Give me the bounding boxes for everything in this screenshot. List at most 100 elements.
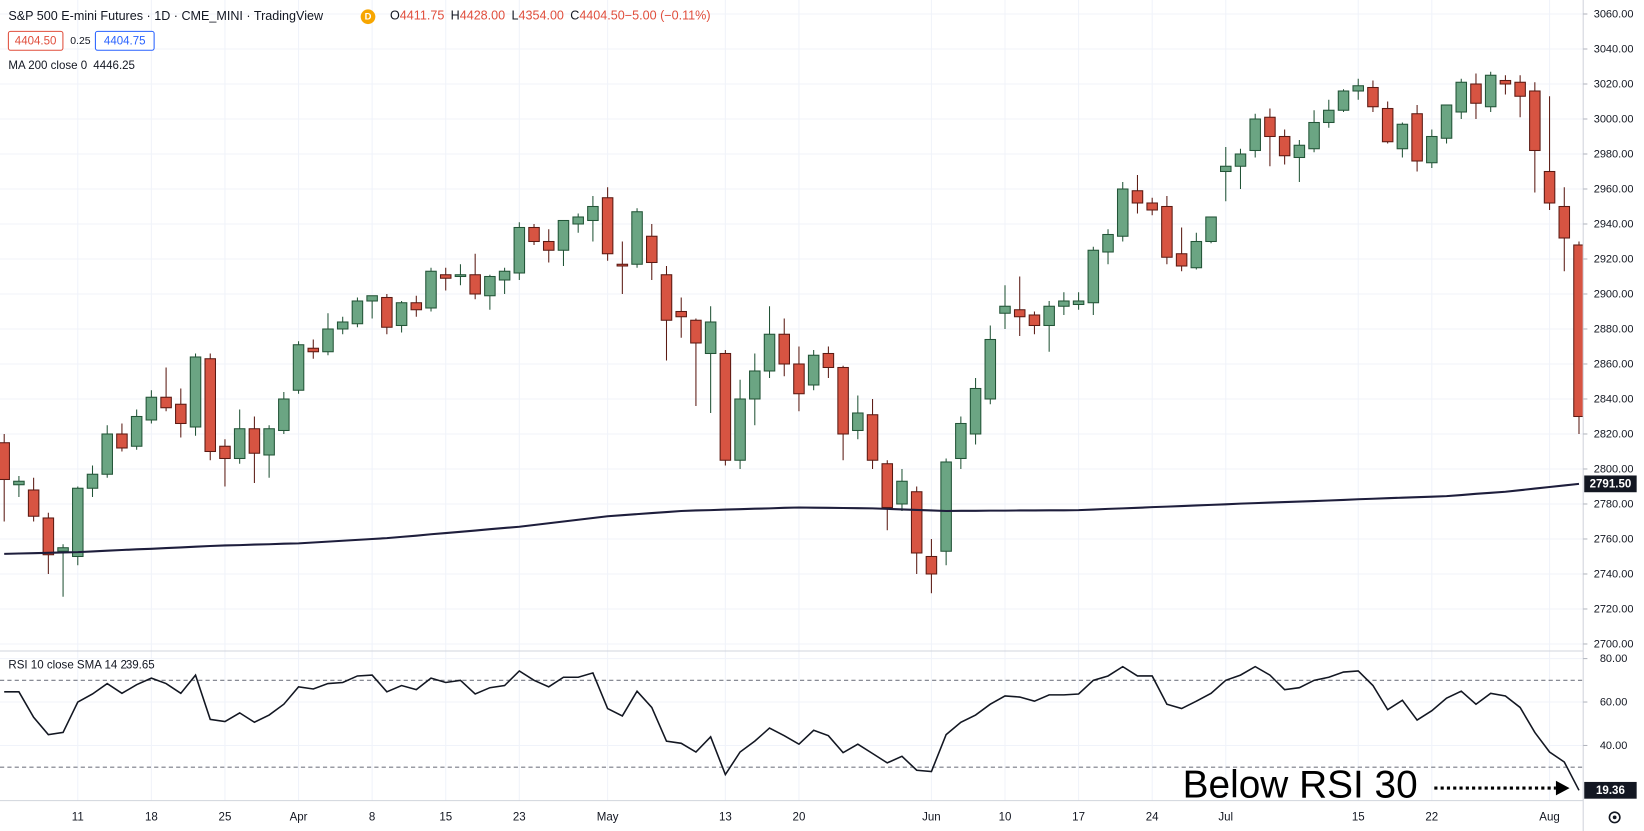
x-tick-label: May [597,811,619,823]
candle-body [572,216,584,225]
candle-body [0,442,10,481]
annotation-arrowhead [1555,780,1570,796]
y-tick-label: 2860.00 [1594,358,1634,370]
candle-body [1543,170,1556,204]
x-tick-label: 15 [1352,811,1365,823]
candle-body [366,295,378,302]
readout-key: L [511,9,518,23]
candle-body [484,275,496,297]
candle-body [1234,153,1247,167]
candle-body [690,319,702,344]
candle-body [1131,190,1144,204]
candle-body [307,347,320,353]
candle-body [322,328,334,353]
candle-body [116,433,128,449]
readout-value: 4411.75 [400,9,445,23]
y-tick-label: 2920.00 [1594,253,1634,265]
candle-body [219,445,231,460]
candle-body [1190,240,1203,269]
candle-body [1087,249,1100,304]
candle-body [749,370,761,400]
rsi-legend: RSI 10 close SMA 14 2 [8,660,127,672]
readout-key: O [390,9,400,23]
ohlc-readout: O4411.75 H4428.00 L4354.00 C4404.50−5.00 (−… [390,9,711,23]
y-tick-label: 2800.00 [1594,463,1634,475]
y-tick-label: 2820.00 [1594,428,1634,440]
readout-value: −5.00 (−0.11%) [625,9,711,23]
x-tick-label: 24 [1146,811,1159,823]
readout-value: 4354.00 [518,9,563,23]
candle-body [1116,188,1129,237]
bid[interactable]: 4404.50 [15,35,57,47]
candle-body [999,305,1011,314]
x-tick-label: 18 [145,811,158,823]
candle-body [101,433,113,475]
candle-body [1367,86,1379,108]
chart-title: S&P 500 E-mini Futures · 1D · CME_MINI ·… [8,9,324,23]
candle-body [631,211,643,265]
candle-body [793,363,805,395]
candle-body [469,274,481,295]
candle-body [969,387,982,435]
ma-line [4,482,1580,555]
candle-body [675,310,687,318]
y-tick-label: 3060.00 [1594,8,1634,20]
readout-value: 4404.50 [579,9,624,23]
candle-body [1455,81,1468,113]
candle-body [822,352,835,369]
candle-body [1249,118,1261,152]
candle-body [1013,309,1026,318]
ask[interactable]: 4404.75 [104,35,146,47]
bid-box[interactable] [7,30,64,51]
ma-legend: MA 200 close 0 [8,60,87,72]
candle-body [1529,90,1541,152]
x-tick-label: 17 [1072,811,1085,823]
y-tick-label: 3040.00 [1594,43,1634,55]
candle-body [439,274,452,279]
candle-body [557,219,570,251]
candle-body [425,270,437,309]
rsi-line [4,665,1580,791]
candle-body [513,226,526,274]
candle-body [587,205,599,222]
last-value-label: 19.36 [1596,785,1625,797]
candle-body [852,412,864,432]
candle-body [1043,305,1055,327]
y-tick-label: 60.00 [1600,696,1628,708]
candle-body [57,547,69,552]
candle-body [233,428,246,460]
candle-body [1396,123,1409,150]
candle-body [1484,74,1497,108]
y-tick-label: 2760.00 [1594,533,1634,545]
candle-body [13,480,25,486]
y-tick-label: 2960.00 [1594,183,1634,195]
y-tick-label: 40.00 [1600,740,1628,752]
ask-box[interactable] [94,30,155,51]
candle-body [719,352,732,461]
settings-icon[interactable] [1608,811,1621,824]
y-tick-label: 80.00 [1600,653,1628,665]
candle-body [925,555,938,575]
y-tick-label: 2740.00 [1594,568,1634,580]
x-tick-label: Apr [290,811,308,823]
badge: D [365,11,372,22]
candle-body [278,398,290,432]
x-tick-label: 20 [793,811,806,823]
candle-body [646,235,658,264]
candle-body [1072,300,1085,306]
candle-body [763,333,776,372]
rsi-readout: 39.65 [126,660,155,672]
candle-body [778,333,791,365]
candle-body [1381,107,1394,143]
settings-icon-dot[interactable] [1612,815,1617,820]
candle-body [1205,216,1217,243]
x-tick-label: 8 [369,811,375,823]
plot [0,71,1585,791]
candle-body [896,480,908,505]
candle-body [1220,165,1232,173]
candle-body [381,296,393,328]
badge-icon [360,9,376,25]
candle-body [336,321,349,330]
candle-body [734,398,746,461]
